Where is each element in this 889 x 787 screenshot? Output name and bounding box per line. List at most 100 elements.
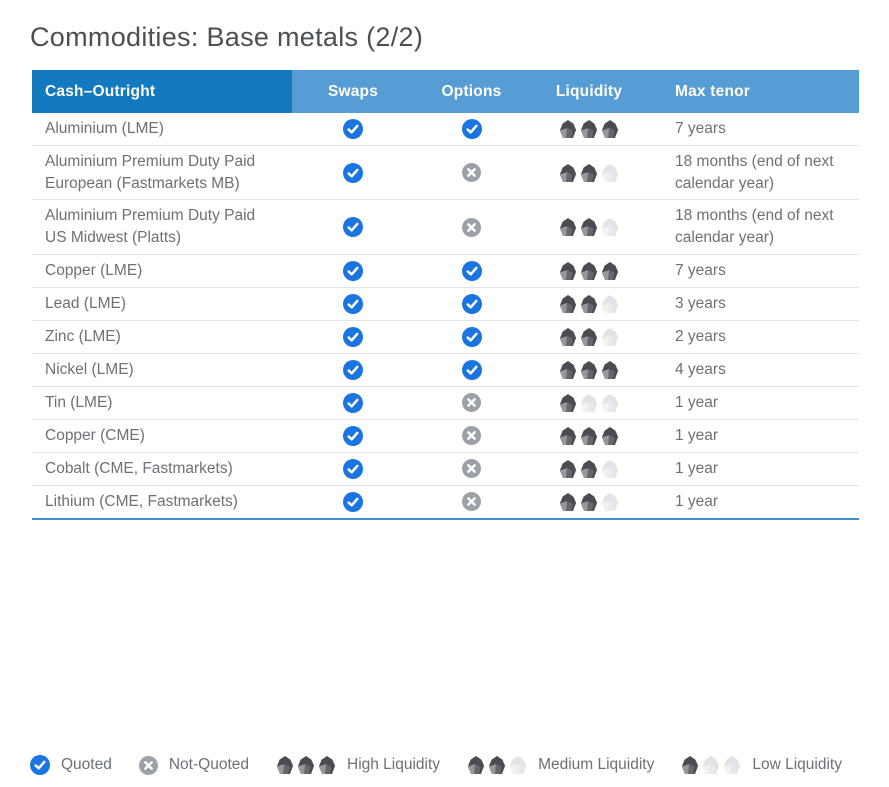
liquidity-gem-icon <box>580 360 598 379</box>
swaps-cell <box>292 162 414 183</box>
liquidity-gem-icon <box>559 294 577 313</box>
liquidity-gem-icon <box>601 163 619 182</box>
liquidity-medium <box>559 163 619 183</box>
table-row: Lithium (CME, Fastmarkets) 1 year <box>32 486 859 520</box>
max-tenor: 1 year <box>675 492 719 510</box>
legend-label: Quoted <box>61 756 112 773</box>
quoted-icon <box>343 491 363 512</box>
table-row: Cobalt (CME, Fastmarkets) 1 year <box>32 453 859 486</box>
liquidity-gem-icon <box>559 120 577 138</box>
options-cell <box>414 426 529 446</box>
options-cell <box>414 217 529 237</box>
commodity-name: Copper (CME) <box>45 426 145 444</box>
options-cell <box>414 459 529 479</box>
liquidity-cell <box>529 492 649 512</box>
quoted-icon <box>461 293 482 314</box>
column-header-cash-outright: Cash–Outright <box>32 70 292 113</box>
liquidity-gem-icon <box>601 360 619 379</box>
liquidity-high <box>559 426 619 446</box>
column-header-liquidity: Liquidity <box>555 82 623 100</box>
table-row: Aluminium Premium Duty Paid US Midwest (… <box>32 200 859 255</box>
liquidity-gem-icon <box>601 261 619 280</box>
liquidity-cell <box>529 459 649 479</box>
liquidity-cell <box>529 360 649 380</box>
liquidity-high <box>559 119 619 139</box>
legend-item-not-quoted: Not-Quoted <box>138 755 249 775</box>
liquidity-gem-icon <box>580 261 598 280</box>
table-row: Aluminium Premium Duty Paid European (Fa… <box>32 146 859 201</box>
options-cell <box>414 293 529 314</box>
max-tenor: 4 years <box>675 360 726 378</box>
liquidity-medium <box>559 294 619 314</box>
commodity-name: Cobalt (CME, Fastmarkets) <box>45 459 233 477</box>
liquidity-low <box>559 393 619 413</box>
swaps-cell <box>292 458 414 479</box>
liquidity-gem-icon <box>724 756 741 774</box>
quoted-icon <box>343 293 363 314</box>
liquidity-gem-icon <box>276 756 294 774</box>
liquidity-gem-icon <box>580 294 598 313</box>
column-header-swaps: Swaps <box>327 82 379 100</box>
liquidity-gem-icon <box>601 426 619 445</box>
quoted-icon <box>30 755 50 775</box>
legend-item-liquidity-high: High Liquidity <box>276 755 440 775</box>
quoted-icon <box>343 458 363 479</box>
liquidity-cell <box>529 426 649 446</box>
liquidity-gem-icon <box>318 756 336 774</box>
commodity-name: Lithium (CME, Fastmarkets) <box>45 492 238 510</box>
legend-label: Medium Liquidity <box>538 756 655 773</box>
quoted-icon <box>343 119 363 139</box>
quoted-icon <box>461 260 482 281</box>
swaps-cell <box>292 425 414 446</box>
liquidity-cell <box>529 119 649 139</box>
legend-label: Low Liquidity <box>752 756 842 773</box>
options-cell <box>414 492 529 512</box>
liquidity-medium <box>559 217 619 237</box>
liquidity-gem-icon <box>580 163 598 182</box>
quoted-icon <box>343 425 363 446</box>
table-row: Copper (LME) 7 years <box>32 255 859 288</box>
legend: Quoted Not-Quoted High Liquidity Medium Liq… <box>30 755 842 775</box>
commodity-name: Aluminium Premium Duty Paid US Midwest (… <box>45 207 256 247</box>
liquidity-cell <box>529 393 649 413</box>
table-row: Nickel (LME) 4 years <box>32 354 859 387</box>
column-header-options: Options <box>441 82 502 100</box>
table-header: Cash–Outright Swaps Options Liquidity Ma… <box>32 70 859 113</box>
liquidity-gem-icon <box>580 492 598 511</box>
liquidity-cell <box>529 217 649 237</box>
liquidity-medium <box>559 492 619 512</box>
liquidity-gem-icon <box>601 327 619 346</box>
quoted-icon <box>343 260 363 281</box>
liquidity-gem-icon <box>297 756 315 774</box>
liquidity-gem-icon <box>559 163 577 182</box>
swaps-cell <box>292 326 414 347</box>
swaps-cell <box>292 359 414 380</box>
swaps-cell <box>292 392 414 413</box>
table-row: Aluminium (LME) 7 years <box>32 113 859 146</box>
liquidity-high <box>559 360 619 380</box>
quoted-icon <box>343 359 363 380</box>
commodity-name: Copper (LME) <box>45 261 143 279</box>
commodity-name: Lead (LME) <box>45 294 126 312</box>
column-header-max-tenor: Max tenor <box>675 82 751 100</box>
table-row: Zinc (LME) 2 years <box>32 321 859 354</box>
legend-item-liquidity-medium: Medium Liquidity <box>467 755 654 775</box>
options-cell <box>414 326 529 347</box>
commodities-table: Cash–Outright Swaps Options Liquidity Ma… <box>32 70 859 520</box>
swaps-cell <box>292 293 414 314</box>
liquidity-gem-icon <box>601 120 619 138</box>
table-row: Tin (LME) 1 year <box>32 387 859 420</box>
max-tenor: 1 year <box>675 393 719 411</box>
not-quoted-icon <box>138 755 158 775</box>
liquidity-gem-icon <box>488 756 506 774</box>
liquidity-gem-icon <box>601 294 619 313</box>
liquidity-cell <box>529 294 649 314</box>
commodity-name: Aluminium Premium Duty Paid European (Fa… <box>45 153 256 192</box>
liquidity-gem-icon <box>580 218 598 237</box>
quoted-icon <box>343 326 363 347</box>
table-row: Copper (CME) 1 year <box>32 420 859 453</box>
liquidity-gem-icon <box>559 327 577 346</box>
liquidity-gem-icon <box>580 426 598 445</box>
not-quoted-icon <box>462 459 481 479</box>
